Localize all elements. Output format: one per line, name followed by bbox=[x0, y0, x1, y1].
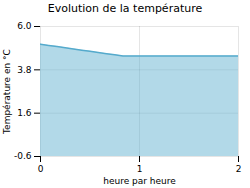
svg-text:0: 0 bbox=[38, 164, 44, 174]
svg-text:1.6: 1.6 bbox=[17, 108, 32, 118]
svg-text:3.8: 3.8 bbox=[17, 65, 32, 75]
svg-text:-0.6: -0.6 bbox=[14, 151, 32, 161]
svg-text:Température en °C: Température en °C bbox=[2, 49, 12, 135]
svg-text:heure par heure: heure par heure bbox=[103, 176, 176, 186]
svg-text:6.0: 6.0 bbox=[17, 21, 32, 31]
html-text:Evolution de la température: Evolution de la température bbox=[47, 2, 203, 15]
svg-text:1: 1 bbox=[137, 164, 143, 174]
svg-text:2: 2 bbox=[236, 164, 242, 174]
